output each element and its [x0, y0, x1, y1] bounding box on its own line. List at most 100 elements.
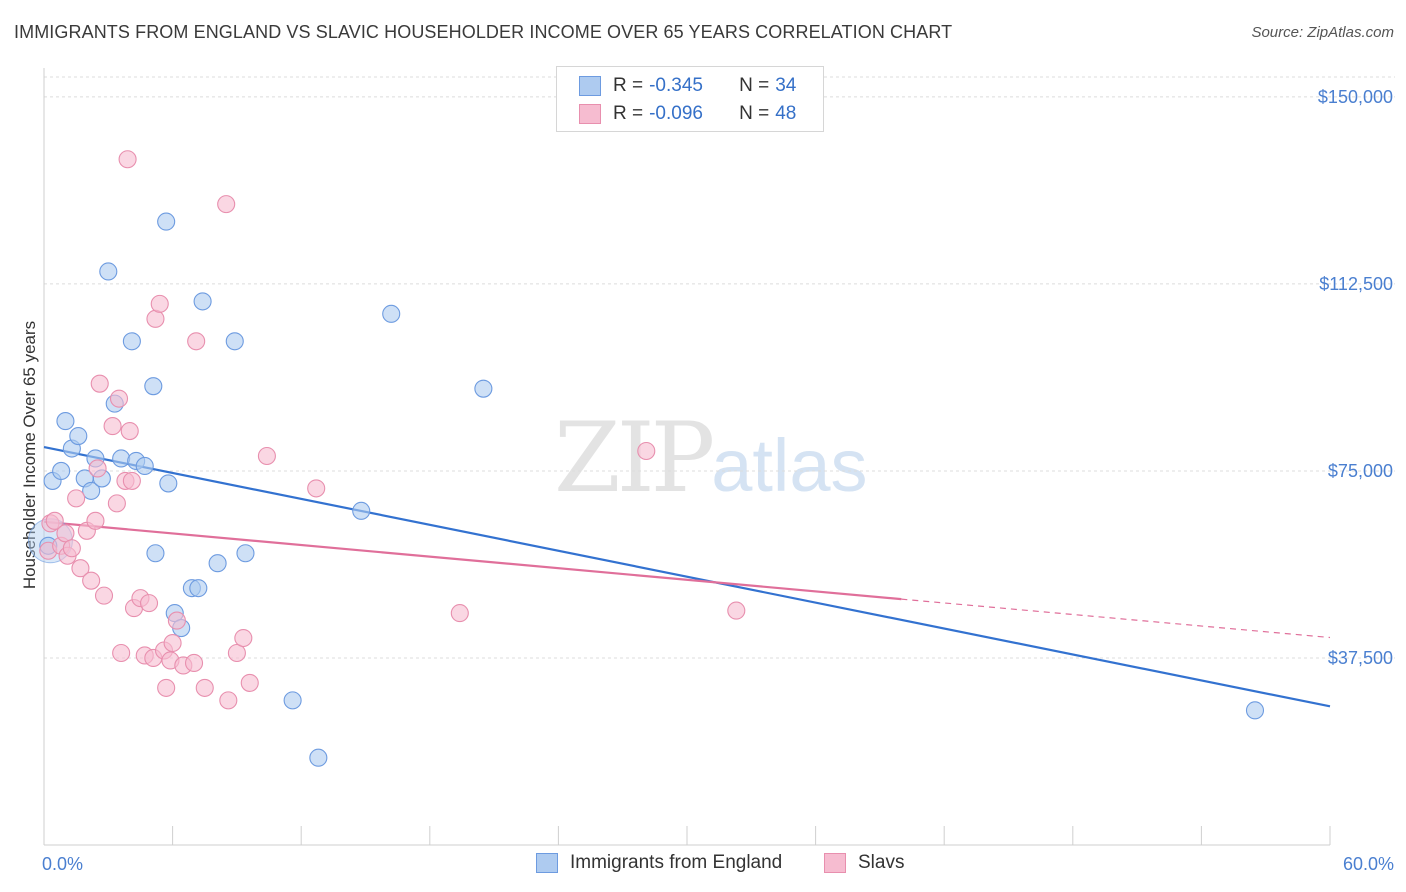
- trendline-england: [43, 445, 1331, 708]
- x-tick-labels: 0.0% 60.0%: [42, 854, 1394, 874]
- trendline-slavs: [43, 520, 902, 601]
- point-slavs: [67, 489, 86, 508]
- point-slavs: [184, 653, 204, 673]
- point-england: [82, 481, 101, 500]
- point-slavs: [727, 601, 746, 620]
- point-slavs: [146, 309, 165, 328]
- point-slavs: [109, 389, 129, 408]
- point-england: [157, 212, 176, 231]
- y-tick-label: $37,500: [1328, 648, 1393, 668]
- trendlines: [43, 445, 1331, 708]
- point-england: [382, 304, 401, 323]
- series-legend-slavs[interactable]: Slavs: [824, 852, 904, 874]
- legend-r-value: -0.096: [649, 103, 703, 124]
- legend-swatch-slavs: [579, 104, 601, 124]
- point-slavs: [56, 524, 75, 543]
- legend-n-value: 48: [775, 103, 797, 124]
- point-england: [189, 579, 208, 598]
- legend-r-label: R =: [613, 75, 644, 96]
- point-slavs: [122, 471, 141, 490]
- point-slavs: [195, 678, 214, 697]
- point-slavs: [234, 628, 253, 648]
- point-slavs: [257, 446, 276, 466]
- point-slavs: [150, 294, 169, 313]
- y-tick-label: $112,500: [1319, 274, 1393, 294]
- point-england: [193, 292, 212, 311]
- watermark-zip: ZIP: [554, 402, 715, 514]
- point-slavs: [167, 611, 186, 630]
- point-slavs: [139, 594, 159, 613]
- point-slavs: [157, 678, 176, 697]
- point-england: [112, 449, 131, 468]
- point-slavs: [112, 643, 131, 663]
- point-slavs: [88, 459, 107, 478]
- point-england: [144, 377, 163, 396]
- correlation-legend: R = -0.345 N = 34 R = -0.096 N = 48: [556, 66, 824, 132]
- point-slavs: [163, 633, 182, 653]
- point-slavs: [94, 586, 114, 605]
- x-tick-label: 0.0%: [42, 854, 83, 874]
- axes: [43, 68, 1331, 846]
- point-england: [146, 544, 165, 563]
- legend-n-label: N =: [739, 75, 770, 96]
- point-england: [159, 474, 178, 493]
- point-slavs: [118, 150, 137, 169]
- point-england: [69, 426, 88, 446]
- source-credit: Source: ZipAtlas.com: [1251, 24, 1394, 41]
- point-slavs: [82, 571, 101, 590]
- point-slavs: [86, 511, 105, 530]
- legend-r-label: R =: [613, 103, 644, 124]
- point-slavs: [107, 494, 126, 513]
- gridlines: [44, 76, 1395, 659]
- point-slavs: [62, 539, 81, 558]
- chart-title: IMMIGRANTS FROM ENGLAND VS SLAVIC HOUSEH…: [14, 22, 953, 42]
- point-england: [236, 544, 255, 563]
- point-england: [99, 262, 118, 281]
- x-tick-label: 60.0%: [1343, 854, 1394, 874]
- legend-row-slavs: R = -0.096 N = 48: [579, 101, 796, 127]
- series-name-england: Immigrants from England: [570, 852, 783, 873]
- point-slavs: [450, 604, 469, 623]
- series-swatch-slavs: [824, 853, 846, 873]
- point-slavs: [45, 511, 64, 530]
- point-slavs: [217, 195, 236, 214]
- legend-n-label: N =: [739, 103, 770, 124]
- point-slavs: [637, 441, 656, 461]
- watermark-atlas: atlas: [711, 424, 868, 507]
- point-england: [208, 554, 227, 573]
- legend-row-england: R = -0.345 N = 34: [579, 73, 796, 99]
- point-slavs: [240, 673, 259, 692]
- point-england: [56, 412, 75, 431]
- legend-r-value: -0.345: [649, 75, 703, 96]
- legend-swatch-england: [579, 76, 601, 96]
- point-england: [474, 379, 493, 398]
- point-england: [135, 456, 154, 476]
- point-slavs: [71, 559, 90, 578]
- watermark: ZIPatlas: [554, 402, 868, 514]
- point-slavs: [103, 417, 122, 436]
- point-slavs: [120, 422, 139, 441]
- point-england: [122, 332, 141, 351]
- series-name-slavs: Slavs: [858, 852, 905, 873]
- point-slavs: [90, 374, 109, 393]
- series-legend-england[interactable]: Immigrants from England: [536, 852, 782, 874]
- data-points: [27, 150, 1265, 767]
- point-england: [52, 461, 71, 481]
- point-slavs: [219, 691, 238, 710]
- y-tick-label: $75,000: [1328, 461, 1393, 481]
- point-slavs: [227, 643, 246, 663]
- point-slavs: [307, 479, 326, 498]
- point-slavs: [187, 332, 206, 351]
- point-england: [309, 748, 328, 767]
- point-england: [283, 691, 302, 710]
- series-swatch-england: [536, 853, 558, 873]
- y-tick-label: $150,000: [1318, 87, 1393, 107]
- point-england: [1245, 701, 1265, 720]
- series-legend: Immigrants from England Slavs: [0, 852, 1406, 878]
- trendline-slavs-extension: [901, 598, 1331, 639]
- point-england: [225, 332, 244, 351]
- y-tick-labels: $37,500 $75,000 $112,500 $150,000: [1318, 87, 1393, 668]
- point-england: [352, 501, 371, 520]
- legend-n-value: 34: [775, 75, 797, 96]
